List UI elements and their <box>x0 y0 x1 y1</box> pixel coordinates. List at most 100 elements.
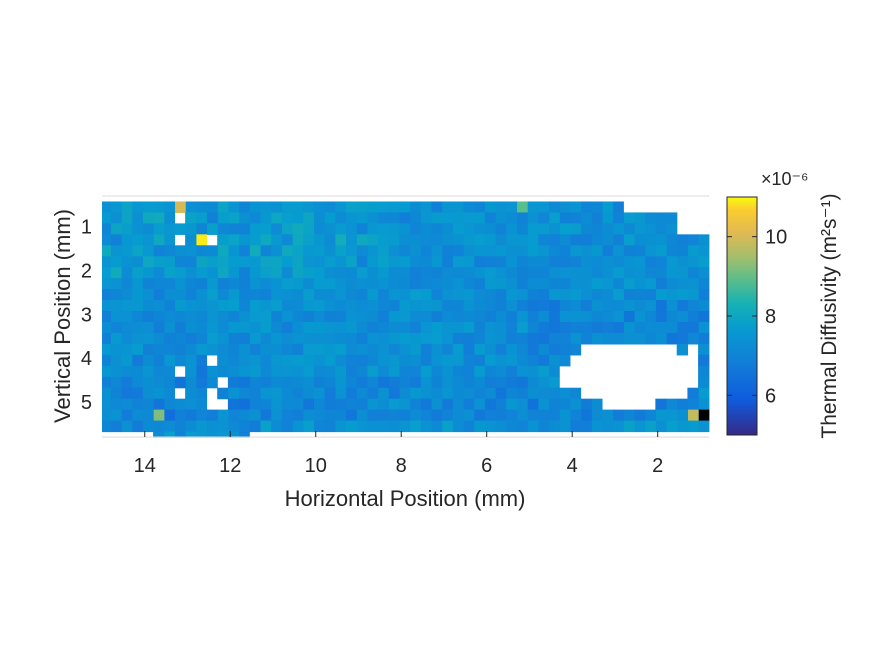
heatmap-cell <box>430 343 443 356</box>
heatmap-cell <box>473 289 485 301</box>
heatmap-cell <box>441 289 453 301</box>
heatmap-cell <box>206 343 218 356</box>
heatmap-cell <box>537 300 550 312</box>
heatmap-cell <box>259 332 272 345</box>
heatmap-cell <box>292 365 304 378</box>
heatmap-cell <box>174 245 186 257</box>
heatmap-cell <box>687 245 699 257</box>
heatmap-cell <box>537 289 550 301</box>
heatmap-cell <box>281 289 293 301</box>
heatmap-cell <box>666 245 678 257</box>
heatmap-cell <box>548 256 560 268</box>
x-tick-label: 14 <box>134 455 156 477</box>
heatmap-cell <box>687 398 699 411</box>
heatmap-cell <box>195 234 208 246</box>
heatmap-cell <box>174 311 186 323</box>
heatmap-cell <box>409 311 421 323</box>
heatmap-cell <box>655 245 667 257</box>
heatmap-cell <box>698 409 710 422</box>
heatmap-cell <box>409 387 421 400</box>
heatmap-cell <box>270 354 282 367</box>
heatmap-cell <box>249 332 261 345</box>
heatmap-cell <box>377 398 389 411</box>
heatmap-cell <box>430 267 443 279</box>
heatmap-cell <box>687 267 699 279</box>
heatmap-cell <box>345 289 357 301</box>
heatmap-cell <box>548 267 560 279</box>
heatmap-cell <box>313 289 325 301</box>
heatmap-cell <box>516 223 528 235</box>
heatmap-cell <box>259 223 272 235</box>
heatmap-cell <box>163 431 176 438</box>
heatmap-cell <box>259 212 272 224</box>
heatmap-cell <box>409 234 421 246</box>
heatmap-cell <box>217 234 229 246</box>
heatmap-cell <box>462 354 475 367</box>
heatmap-cell <box>409 409 421 422</box>
heatmap-cell <box>163 256 176 268</box>
heatmap-cell <box>238 343 250 356</box>
heatmap-cell <box>324 420 336 433</box>
heatmap-cell <box>102 201 111 214</box>
heatmap-cell <box>420 420 432 433</box>
heatmap-cell <box>591 321 603 334</box>
heatmap-cell <box>612 321 624 334</box>
heatmap-cell <box>687 278 699 290</box>
heatmap-cell <box>121 289 133 301</box>
heatmap-cell <box>644 212 656 224</box>
heatmap-cell <box>259 343 272 356</box>
heatmap-cell <box>612 289 624 301</box>
heatmap-cell <box>473 223 485 235</box>
heatmap-cell <box>698 278 710 290</box>
heatmap-cell <box>110 256 122 268</box>
heatmap-cell <box>409 256 421 268</box>
heatmap-cell <box>409 223 421 235</box>
heatmap-cell <box>121 387 133 400</box>
heatmap-cell <box>591 398 603 411</box>
heatmap-cell <box>548 332 560 345</box>
heatmap-cell <box>356 311 368 323</box>
heatmap-cell <box>569 223 582 235</box>
heatmap-cell <box>527 420 539 433</box>
heatmap-cell <box>537 212 550 224</box>
heatmap-cell <box>121 212 133 224</box>
heatmap-cell <box>259 256 272 268</box>
heatmap-cell <box>270 387 282 400</box>
heatmap-cell <box>516 409 528 422</box>
heatmap-cell <box>206 267 218 279</box>
heatmap-cell <box>238 245 250 257</box>
heatmap-cell <box>292 420 304 433</box>
heatmap-cell <box>356 420 368 433</box>
heatmap-cell <box>505 332 518 345</box>
heatmap-cell <box>185 234 197 246</box>
heatmap-cell <box>537 278 550 290</box>
heatmap-cell <box>633 245 646 257</box>
heatmap-cell <box>409 201 421 214</box>
heatmap-cell <box>121 398 133 411</box>
heatmap-cell <box>698 245 710 257</box>
heatmap-cell <box>324 409 336 422</box>
heatmap-cell <box>102 398 111 411</box>
heatmap-cell <box>569 212 582 224</box>
heatmap-cell <box>569 311 582 323</box>
heatmap-cell <box>249 321 261 334</box>
heatmap-cell <box>452 311 464 323</box>
heatmap-cell <box>623 311 635 323</box>
heatmap-cell <box>185 420 197 433</box>
heatmap-cell <box>580 267 592 279</box>
heatmap-cell <box>516 267 528 279</box>
heatmap-cell <box>142 300 154 312</box>
heatmap-cell <box>505 311 518 323</box>
heatmap-cell <box>174 398 186 411</box>
heatmap-cell <box>676 398 689 411</box>
heatmap-cell <box>505 398 518 411</box>
heatmap-cell <box>302 267 314 279</box>
heatmap-cell <box>313 311 325 323</box>
heatmap-cell <box>388 289 400 301</box>
heatmap-cell <box>484 267 496 279</box>
heatmap-cell <box>666 234 678 246</box>
heatmap-cell <box>110 409 122 422</box>
heatmap-cell <box>698 300 710 312</box>
heatmap-cell <box>238 234 250 246</box>
heatmap-cell <box>633 223 646 235</box>
